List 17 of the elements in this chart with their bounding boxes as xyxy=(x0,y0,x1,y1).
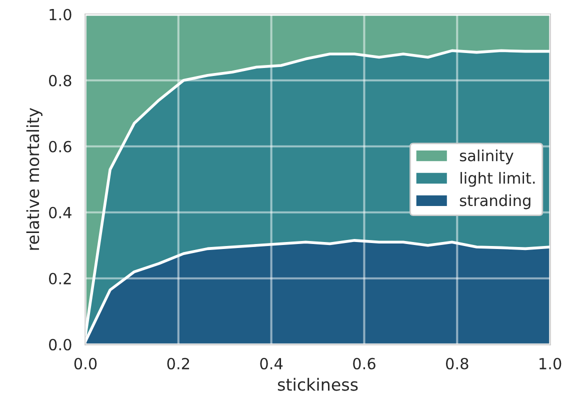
y-axis-title: relative mortality xyxy=(26,108,42,250)
x-tick-label: 0.0 xyxy=(74,358,97,370)
y-tick-label: 1.0 xyxy=(50,8,72,20)
legend-label: light limit. xyxy=(460,172,535,187)
x-tick-label: 0.6 xyxy=(353,358,376,370)
y-tick-label: 0.4 xyxy=(49,206,72,218)
legend-label: salinity xyxy=(460,150,514,164)
x-axis-title: stickiness xyxy=(278,378,358,391)
x-tick-label: 0.8 xyxy=(446,358,468,370)
y-tick-label: 0.0 xyxy=(49,338,72,350)
x-tick-label: 0.2 xyxy=(167,358,190,370)
legend-label: stranding xyxy=(460,194,530,210)
y-tick-label: 0.6 xyxy=(49,140,72,152)
y-tick-label: 0.8 xyxy=(49,74,72,86)
y-tick-label: 0.2 xyxy=(49,272,71,284)
x-tick-label: 1.0 xyxy=(540,358,562,370)
x-tick-label: 0.4 xyxy=(260,358,283,370)
